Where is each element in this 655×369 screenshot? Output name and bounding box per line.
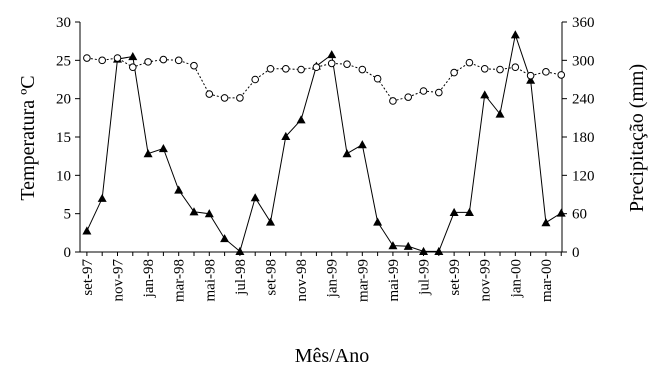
precipitation-point xyxy=(449,207,459,216)
x-tick-label: set-98 xyxy=(264,259,280,296)
y-left-tick-label: 15 xyxy=(56,130,71,146)
precipitation-point xyxy=(342,149,352,158)
x-tick-label: mar-99 xyxy=(355,259,371,302)
precipitation-point xyxy=(526,75,536,84)
temperature-point xyxy=(389,97,397,105)
x-tick-label: set-97 xyxy=(80,259,96,296)
y-left-tick-label: 10 xyxy=(56,168,71,184)
x-tick-label: mai-98 xyxy=(202,259,218,302)
temperature-point xyxy=(312,63,321,72)
precipitation-point xyxy=(388,241,398,250)
precipitation-point xyxy=(128,52,138,61)
x-tick-label: jan-99 xyxy=(325,259,341,298)
y-right-tick-label: 300 xyxy=(572,53,595,69)
precipitation-point xyxy=(250,193,260,202)
temperature-point xyxy=(144,58,152,66)
temperature-point xyxy=(496,65,504,74)
x-tick-label: nov-99 xyxy=(478,259,494,302)
temperature-point xyxy=(205,90,214,98)
temperature-point xyxy=(557,71,566,79)
temperature-point xyxy=(251,75,260,84)
precipitation-point xyxy=(541,218,551,227)
y-right-tick-label: 120 xyxy=(572,168,595,184)
precipitation-point xyxy=(419,246,429,255)
temperature-line xyxy=(86,57,562,102)
x-tick-label: mar-00 xyxy=(539,259,555,302)
temperature-point xyxy=(404,93,413,101)
precipitation-point xyxy=(266,217,276,226)
precipitation-point xyxy=(174,185,184,194)
precipitation-point xyxy=(189,207,199,216)
precipitation-point xyxy=(204,209,214,218)
temperature-point xyxy=(480,64,489,73)
y-right-tick-label: 180 xyxy=(572,130,595,146)
precipitation-point xyxy=(495,109,505,118)
temperature-point xyxy=(450,68,458,77)
temperature-point xyxy=(343,60,351,68)
temperature-point xyxy=(465,58,474,67)
y-right-tick-label: 240 xyxy=(572,92,595,108)
temperature-point xyxy=(435,88,443,97)
temperature-point xyxy=(511,63,520,72)
precipitation-point xyxy=(464,207,474,216)
precipitation-point xyxy=(97,193,107,202)
temperature-point xyxy=(419,87,428,95)
y-right-tick-label: 60 xyxy=(572,207,587,223)
temperature-point xyxy=(236,94,244,102)
y-left-tick-label: 20 xyxy=(56,92,71,108)
precipitation-point xyxy=(373,217,383,226)
precipitation-point xyxy=(327,50,337,59)
y-axis-title-left: Temperatura ºC xyxy=(17,75,39,200)
precipitation-point xyxy=(220,234,230,243)
temperature-point xyxy=(297,65,305,74)
temperature-point xyxy=(327,59,336,68)
y-left-tick-label: 0 xyxy=(64,245,72,261)
y-left-tick-label: 25 xyxy=(56,53,71,69)
x-tick-label: mar-98 xyxy=(172,259,188,302)
temperature-point xyxy=(113,54,122,62)
precipitation-point xyxy=(434,246,444,255)
x-tick-label: mai-99 xyxy=(386,259,402,302)
y-left-tick-label: 30 xyxy=(56,15,71,31)
precipitation-point xyxy=(143,149,153,158)
x-tick-label: jan-00 xyxy=(508,259,524,298)
x-tick-label: jul-98 xyxy=(233,259,249,296)
temperature-point xyxy=(542,68,550,76)
temperature-point xyxy=(266,64,275,73)
y-right-tick-label: 0 xyxy=(572,245,580,261)
x-tick-label: nov-97 xyxy=(110,259,126,302)
precipitation-point xyxy=(158,144,168,153)
x-tick-label: jan-98 xyxy=(141,259,157,298)
precipitation-point xyxy=(235,246,245,255)
temperature-point xyxy=(220,94,229,102)
precipitation-point xyxy=(403,241,413,250)
x-axis-title: Mês/Ano xyxy=(295,345,369,367)
precipitation-point xyxy=(480,90,490,99)
precipitation-point xyxy=(281,131,291,140)
temperature-point xyxy=(373,74,382,83)
temperature-point xyxy=(159,55,168,64)
y-left-tick-label: 5 xyxy=(64,207,72,223)
x-tick-label: nov-98 xyxy=(294,259,310,302)
temperature-point xyxy=(98,56,106,65)
precipitation-line xyxy=(86,32,562,253)
precipitation-point xyxy=(296,115,306,124)
temperature-point xyxy=(526,71,535,80)
temperature-point xyxy=(190,61,198,70)
precipitation-point xyxy=(357,140,367,149)
y-axis-title-right: Precipitação (mm) xyxy=(626,64,648,212)
x-tick-label: set-99 xyxy=(447,259,463,296)
temperature-point xyxy=(83,54,91,62)
temperature-point xyxy=(174,56,183,65)
precipitation-point xyxy=(556,208,566,217)
temperature-point xyxy=(358,65,367,74)
temperature-point xyxy=(282,64,290,73)
precipitation-point xyxy=(510,30,520,39)
y-right-tick-label: 360 xyxy=(572,15,595,31)
x-tick-label: jul-99 xyxy=(417,259,433,296)
temperature-point xyxy=(128,63,137,72)
precipitation-point xyxy=(82,226,92,235)
